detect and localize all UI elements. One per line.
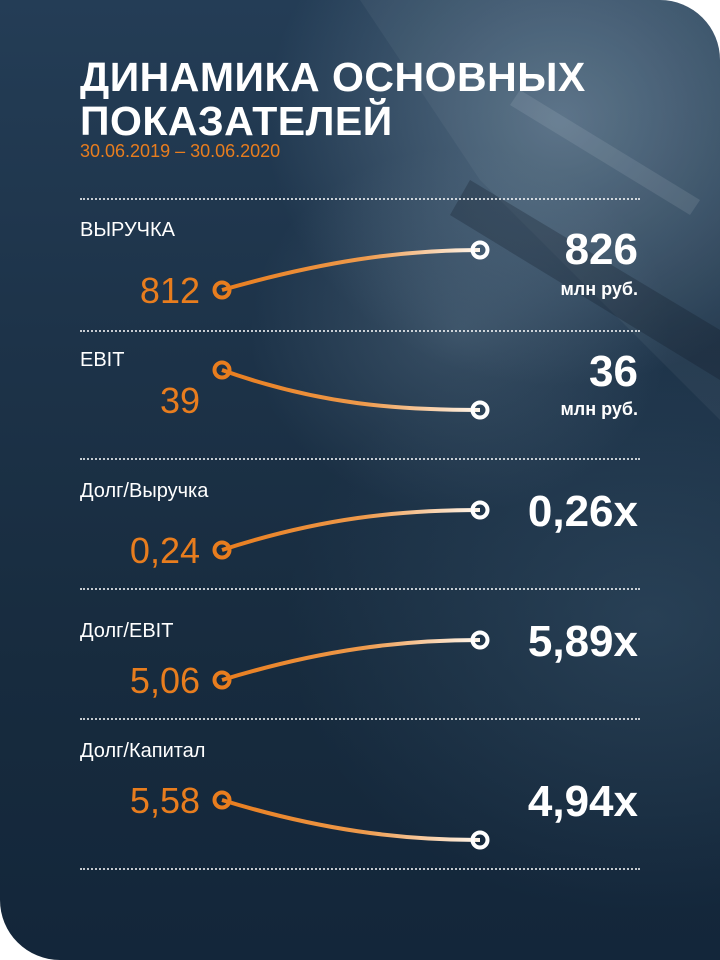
revenue-label: ВЫРУЧКА: [80, 219, 175, 241]
debt-ebit-trend-line: [221, 638, 481, 682]
period-label: 30.06.2019 – 30.06.2020: [80, 141, 281, 161]
page-title: ДИНАМИКА ОСНОВНЫХ ПОКАЗАТЕЛЕЙ: [80, 55, 640, 143]
divider: [80, 330, 640, 332]
debt-capital-trend-line: [221, 798, 481, 842]
debt-capital-end-marker: [470, 830, 490, 850]
divider: [80, 588, 640, 590]
debt-revenue-previous-value: 0,24: [129, 530, 200, 571]
revenue-trend-line: [221, 248, 481, 292]
ebit-unit: млн руб.: [560, 399, 638, 419]
divider: [80, 458, 640, 460]
debt-revenue-label: Долг/Выручка: [80, 480, 209, 502]
debt-ebit-label: Долг/EBIT: [80, 620, 174, 642]
debt-revenue-end-marker: [470, 500, 490, 520]
debt-revenue-current-value: 0,26x: [527, 487, 638, 536]
debt-capital-start-marker: [212, 790, 232, 810]
divider: [80, 868, 640, 870]
revenue-end-marker: [470, 240, 490, 260]
ebit-end-marker: [470, 400, 490, 420]
ebit-current-value: 36: [589, 347, 638, 396]
ebit-start-marker: [212, 360, 232, 380]
revenue-current-value: 826: [564, 225, 638, 274]
debt-capital-label: Долг/Капитал: [80, 740, 206, 762]
debt-ebit-previous-value: 5,06: [129, 660, 200, 701]
revenue-start-marker: [212, 280, 232, 300]
debt-revenue-start-marker: [212, 540, 232, 560]
ebit-label: EBIT: [80, 349, 125, 371]
divider: [80, 718, 640, 720]
debt-capital-current-value: 4,94x: [527, 777, 638, 826]
debt-revenue-trend-line: [221, 508, 481, 552]
debt-capital-previous-value: 5,58: [129, 780, 200, 821]
revenue-previous-value: 812: [139, 270, 200, 311]
title-line-1: ДИНАМИКА ОСНОВНЫХ: [80, 54, 586, 100]
divider: [80, 198, 640, 200]
ebit-trend-line: [221, 368, 481, 412]
title-line-2: ПОКАЗАТЕЛЕЙ: [80, 98, 393, 144]
debt-ebit-current-value: 5,89x: [527, 617, 638, 666]
revenue-unit: млн руб.: [560, 279, 638, 299]
debt-ebit-end-marker: [470, 630, 490, 650]
ebit-previous-value: 39: [159, 380, 200, 421]
debt-ebit-start-marker: [212, 670, 232, 690]
